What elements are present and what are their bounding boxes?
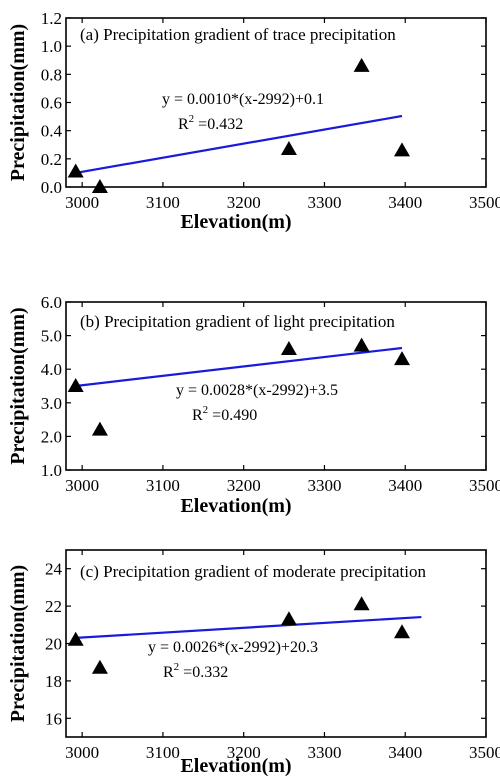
y-tick-label: 20 [45, 635, 62, 654]
data-point-triangle [91, 659, 108, 674]
y-axis-title: Precipitation(mm) [7, 24, 29, 181]
data-point-triangle [91, 179, 108, 193]
y-tick-label: 0.2 [41, 150, 62, 169]
y-tick-label: 0.6 [41, 94, 62, 113]
x-tick-label: 3000 [65, 476, 99, 495]
data-point-triangle [67, 378, 84, 392]
y-axis-title: Precipitation(mm) [7, 307, 29, 464]
chart-panel-2: 3000 3100 3200 3300 3400 3500 1.0 2.0 3.0 4.0 5.0 6… [7, 293, 500, 517]
y-tick-label: 16 [45, 709, 62, 728]
r-squared: R2 =0.490 [192, 404, 257, 424]
x-axis-title: Elevation(m) [180, 495, 291, 517]
x-tick-label: 3400 [388, 193, 422, 212]
panel-title: (a) Precipitation gradient of trace prec… [80, 25, 396, 44]
y-tick-label: 0.0 [41, 178, 62, 197]
y-tick-label: 2.0 [41, 427, 62, 446]
data-point-triangle [353, 596, 370, 611]
data-point-triangle [394, 142, 410, 157]
r-squared: R2 =0.332 [163, 661, 228, 681]
chart-panel-3: 3000 3100 3200 3300 3400 3500 16 18 20 22 24 Elevat… [7, 549, 500, 777]
x-tick-label: 3500 [469, 743, 500, 762]
x-tick-label: 3300 [307, 743, 341, 762]
data-point-triangle [67, 631, 84, 646]
panel-title: (b) Precipitation gradient of light prec… [80, 312, 395, 331]
x-tick-label: 3100 [146, 476, 180, 495]
data-point-triangle [280, 140, 297, 155]
x-tick-label: 3200 [227, 193, 261, 212]
regression-equation: y = 0.0028*(x-2992)+3.5 [176, 382, 338, 399]
regression-line [75, 114, 403, 175]
y-tick-label: 1.0 [41, 461, 62, 480]
data-point-triangle [353, 337, 370, 352]
y-tick-label: 1.2 [41, 9, 62, 28]
data-point-triangle [353, 57, 370, 72]
regression-line [75, 346, 403, 388]
x-tick-label: 3300 [307, 476, 341, 495]
data-point-triangle [280, 341, 297, 356]
y-tick-label: 5.0 [41, 327, 62, 346]
x-tick-label: 3200 [227, 476, 261, 495]
x-tick-label: 3500 [469, 476, 500, 495]
x-tick-label: 3200 [227, 743, 261, 762]
x-tick-label: 3100 [146, 743, 180, 762]
x-tick-label: 3500 [469, 193, 500, 212]
data-point-triangle [280, 611, 297, 626]
plot-frame [65, 301, 487, 471]
y-tick-label: 4.0 [41, 360, 62, 379]
y-tick-label: 3.0 [41, 394, 62, 413]
x-tick-label: 3100 [146, 193, 180, 212]
data-point-triangle [67, 163, 84, 178]
x-tick-label: 3400 [388, 476, 422, 495]
y-tick-label: 22 [45, 597, 62, 616]
y-tick-label: 1.0 [41, 37, 62, 56]
regression-equation: y = 0.0026*(x-2992)+20.3 [148, 639, 318, 656]
data-point-triangle [394, 624, 410, 639]
chart-panel-1: 3000 3100 3200 3300 3400 3500 0.0 0.2 0.4 0.6 0.8 1… [7, 9, 500, 233]
y-tick-label: 6.0 [41, 293, 62, 312]
y-axis-title: Precipitation(mm) [7, 565, 29, 722]
x-tick-label: 3000 [65, 193, 99, 212]
x-axis-title: Elevation(m) [180, 211, 291, 233]
y-tick-label: 18 [45, 672, 62, 691]
y-tick-label: 0.8 [41, 65, 62, 84]
regression-line [75, 615, 422, 639]
y-tick-label: 24 [45, 560, 63, 579]
data-point-triangle [394, 351, 410, 366]
regression-equation: y = 0.0010*(x-2992)+0.1 [162, 91, 324, 108]
y-tick-label: 0.4 [41, 122, 63, 141]
x-axis-title: Elevation(m) [180, 755, 291, 777]
x-tick-label: 3400 [388, 743, 422, 762]
x-tick-label: 3300 [307, 193, 341, 212]
panel-title: (c) Precipitation gradient of moderate p… [80, 562, 427, 581]
x-tick-label: 3000 [65, 743, 99, 762]
r-squared: R2 =0.432 [178, 113, 243, 133]
data-point-triangle [91, 421, 108, 436]
